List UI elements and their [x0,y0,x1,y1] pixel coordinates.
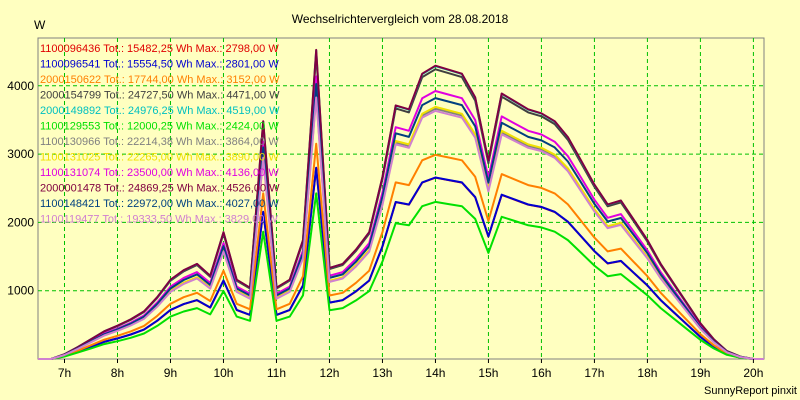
y-axis-label: W [34,18,46,32]
series-line-1100096541 [38,166,764,360]
y-tick-label: 4000 [7,79,34,93]
series-line-1100129553 [38,192,764,360]
x-tick-label: 16h [531,366,551,380]
legend-entry: 1100119477 Tot.: 19333,50 Wh Max.: 3829,… [40,214,279,226]
legend-entry: 2000001478 Tot.: 24869,25 Wh Max.: 4526,… [40,183,280,195]
y-ticks: 1000 2000 3000 4000 [7,79,34,298]
series-line-2000001478 [38,48,764,360]
legend-entry: 1100096541 Tot.: 15554,50 Wh Max.: 2801,… [40,59,279,71]
legend-entry: 2000150622 Tot.: 17744,00 Wh Max.: 3152,… [40,74,280,86]
x-tick-label: 17h [584,366,604,380]
x-tick-label: 19h [690,366,710,380]
x-tick-label: 8h [111,366,124,380]
x-tick-label: 15h [478,366,498,380]
series-line-1100148421 [38,83,764,360]
series-lines [38,48,764,360]
x-tick-label: 9h [164,366,177,380]
legend-entry: 1100129553 Tot.: 12000,25 Wh Max.: 2424,… [40,121,279,133]
legend-entry: 1100131074 Tot.: 23500,00 Wh Max.: 4136,… [40,167,279,179]
legend-entry: 1100131025 Tot.: 22265,00 Wh Max.: 3890,… [40,152,279,164]
x-ticks: 7h 8h 9h 10h 11h 12h 13h 14h 15h 16h 17h 18h 19h 20h [58,359,763,380]
y-tick-label: 3000 [7,147,34,161]
x-tick-label: 7h [58,366,71,380]
legend: 1100096436 Tot.: 15482,25 Wh Max.: 2798,… [40,43,280,226]
legend-entry: 1100148421 Tot.: 22972,00 Wh Max.: 4027,… [40,198,279,210]
x-tick-label: 12h [319,366,339,380]
x-tick-label: 18h [637,366,657,380]
legend-entry: 1100130966 Tot.: 22214,38 Wh Max.: 3864,… [40,136,279,148]
y-tick-label: 1000 [7,284,34,298]
legend-entry: 2000149892 Tot.: 24976,25 Wh Max.: 4519,… [40,105,280,117]
footer-label: SunnyReport pinxit [704,385,797,397]
x-tick-label: 20h [743,366,763,380]
series-line-1100131074 [38,75,764,360]
series-line-2000150622 [38,142,764,360]
chart-title: Wechselrichtervergleich vom 28.08.2018 [292,12,509,26]
x-tick-label: 11h [267,366,286,380]
x-tick-label: 14h [425,366,445,380]
series-line-1100119477 [38,96,764,360]
legend-entry: 1100096436 Tot.: 15482,25 Wh Max.: 2798,… [40,43,279,55]
legend-entry: 2000154799 Tot.: 24727,50 Wh Max.: 4471,… [40,90,280,102]
x-tick-label: 10h [213,366,233,380]
x-tick-label: 13h [372,366,392,380]
y-tick-label: 2000 [7,215,34,229]
